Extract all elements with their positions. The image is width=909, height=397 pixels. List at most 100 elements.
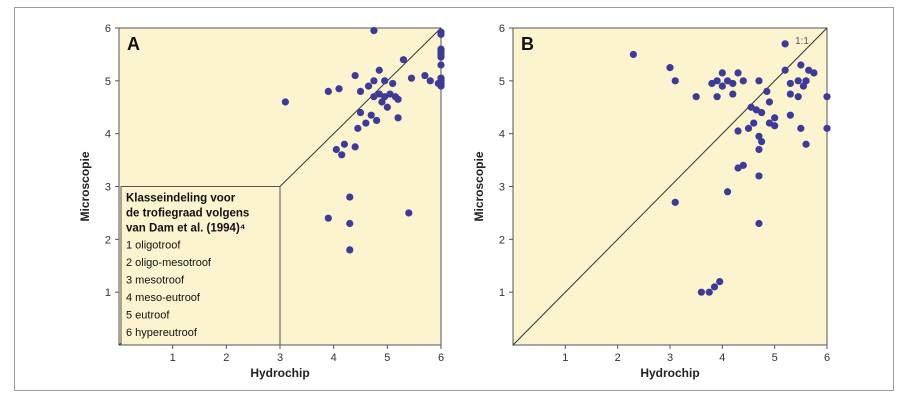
data-point-b-3 [666,64,674,72]
y-tick-label-b-6: 6 [499,23,505,35]
data-point-a-54 [346,246,354,254]
data-point-a-5 [437,45,445,53]
data-point-a-19 [381,77,389,85]
data-point-b-44 [802,140,810,148]
y-axis-title-a: Microscopie [78,151,92,221]
x-tick-label-b-1: 1 [562,352,568,364]
data-point-b-35 [750,119,758,127]
y-tick-label-a-1: 1 [105,287,111,299]
data-point-a-9 [421,71,429,80]
data-point-b-17 [755,77,763,85]
data-point-a-14 [370,77,378,85]
legend-a: Klasseindeling voor de trofiegraad volgen… [120,186,281,346]
y-tick-label-b-2: 2 [499,234,505,246]
data-point-b-45 [755,145,763,154]
data-point-b-24 [729,90,737,98]
legend-title-line-1: Klasseindeling voor [126,193,236,205]
data-point-b-6 [671,77,679,85]
data-point-a-12 [351,71,359,80]
data-point-a-17 [356,87,365,95]
y-tick-label-b-4: 4 [499,129,505,141]
data-point-b-18 [786,79,794,88]
data-point-b-25 [763,87,771,95]
x-axis-title-a: Hydrochip [250,366,309,380]
data-point-b-7 [718,69,726,77]
data-point-b-54 [705,288,713,296]
data-point-a-30 [437,82,445,90]
data-point-b-2 [629,50,637,59]
data-point-b-38 [734,127,742,135]
y-tick-label-a-4: 4 [105,129,111,141]
data-point-a-53 [346,219,354,228]
data-point-a-21 [426,77,434,85]
data-point-a-38 [281,98,289,106]
data-point-a-1 [370,27,378,35]
data-point-a-48 [332,145,340,154]
y-tick-label-b-3: 3 [499,182,505,194]
data-point-a-36 [394,95,402,103]
x-tick-label-a-1: 1 [170,352,176,364]
data-point-a-31 [370,93,378,101]
data-point-b-10 [810,69,818,77]
data-point-a-16 [335,85,343,93]
y-axis-title-b: Microscopie [472,151,486,221]
x-tick-label-a-6: 6 [438,352,444,364]
y-tick-label-b-1: 1 [499,287,505,299]
data-point-b-43 [757,137,766,146]
data-point-a-51 [405,209,413,217]
panel-label-a: A [127,34,140,54]
legend-item-4: 4 meso-eutroof [126,292,201,304]
x-tick-label-b-6: 6 [824,352,830,364]
data-point-b-16 [739,77,747,85]
panel-b: 1 2 3 4 5 6 1 2 3 4 5 6 Hydrochip Microscopie B 1:1 [472,23,831,380]
data-point-b-40 [797,124,805,132]
legend-box [120,186,281,346]
x-axis-title-b: Hydrochip [640,366,699,380]
data-point-a-47 [351,143,359,151]
data-point-b-47 [734,164,742,172]
data-point-b-52 [716,278,724,286]
legend-title-line-2: de trofiegraad volgens [126,208,249,220]
data-point-a-41 [383,103,391,111]
data-point-b-33 [771,114,779,122]
data-point-a-52 [324,214,332,222]
data-point-a-3 [437,28,445,36]
legend-item-2: 2 oligo-mesotroof [126,257,212,269]
data-point-b-1 [781,40,789,48]
ratio-label-b: 1:1 [795,36,809,47]
data-point-b-31 [757,108,766,117]
data-point-b-22 [692,93,700,101]
figure-frame: 1 2 3 4 5 6 1 2 3 4 5 6 Hydrochip Microscopie A Klassei… [14,7,894,391]
data-point-a-40 [367,111,375,119]
data-point-a-32 [375,90,383,98]
data-point-a-46 [340,140,348,148]
legend-title-line-3: van Dam et al. (1994)⁴ [126,223,246,235]
x-tick-label-b-3: 3 [667,352,673,364]
data-point-a-11 [437,50,445,59]
data-point-b-26 [786,90,794,98]
y-tick-label-b-5: 5 [499,76,505,88]
scatter-figure: 1 2 3 4 5 6 1 2 3 4 5 6 Hydrochip Microscopie A Klassei… [78,23,831,380]
data-point-b-34 [786,111,794,119]
data-point-a-34 [386,90,394,98]
data-point-a-50 [346,193,354,201]
x-tick-label-b-2: 2 [615,352,621,364]
data-point-b-49 [723,188,732,196]
data-point-a-43 [373,116,381,125]
panel-a: 1 2 3 4 5 6 1 2 3 4 5 6 Hydrochip Microscopie A Klassei… [78,23,445,380]
data-point-b-23 [713,93,721,101]
identity-line-b [512,27,828,346]
data-point-a-42 [362,119,370,127]
legend-item-6: 6 hypereutroof [126,327,198,339]
data-point-a-37 [378,98,386,106]
data-point-b-32 [765,98,774,106]
data-point-a-18 [364,82,373,90]
data-point-a-10 [437,61,445,69]
data-point-b-8 [734,69,742,77]
panel-label-b: B [521,34,534,54]
legend-item-5: 5 eutroof [126,310,170,322]
x-tick-label-b-5: 5 [772,352,778,364]
data-point-b-37 [771,122,779,130]
data-point-b-55 [697,288,706,296]
data-point-b-9 [781,66,789,74]
